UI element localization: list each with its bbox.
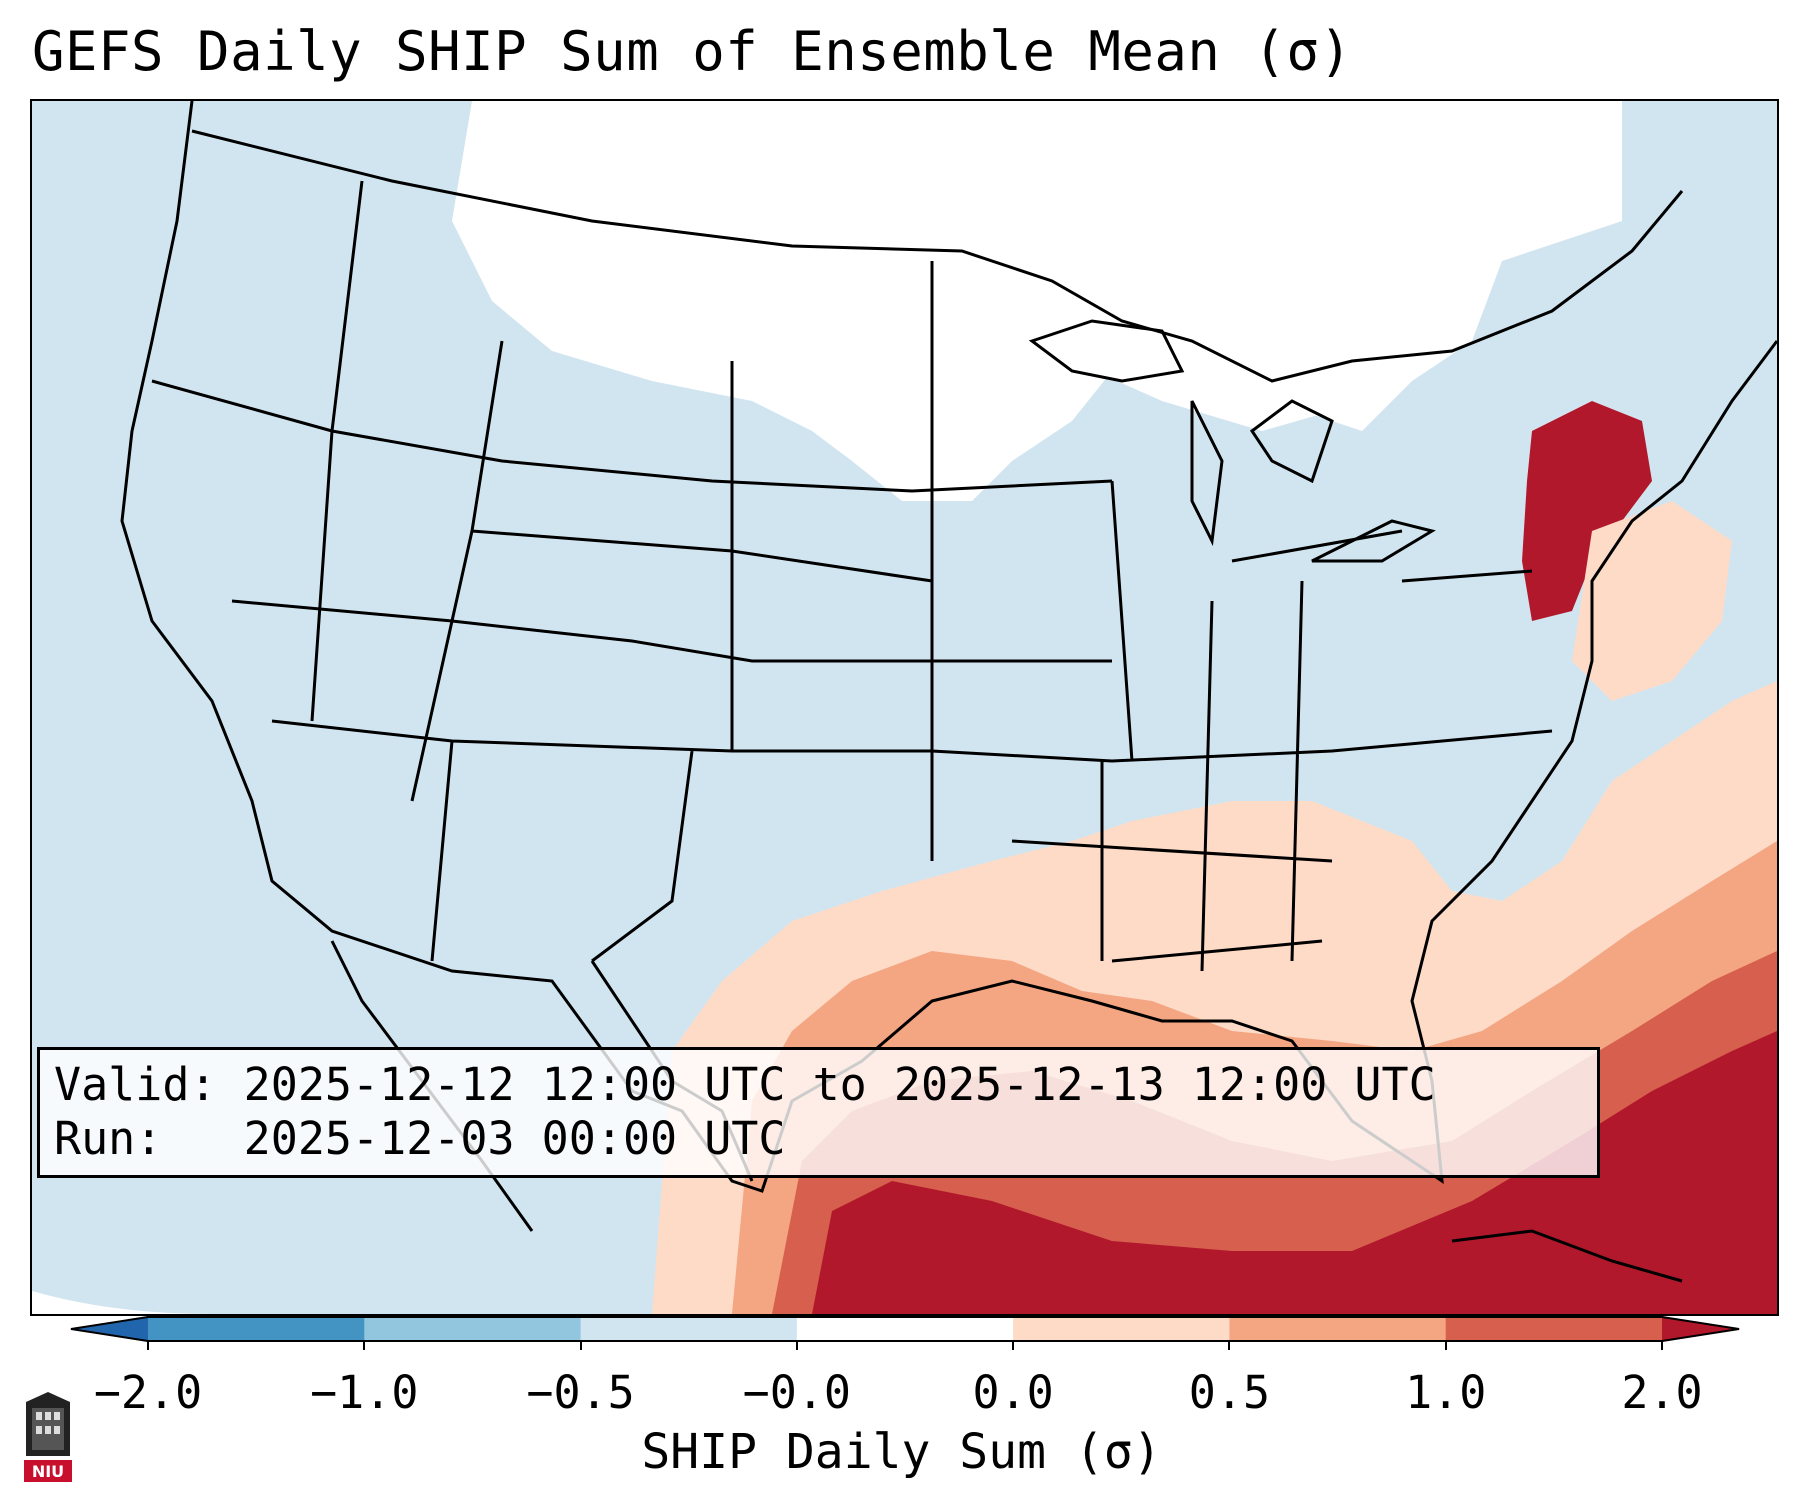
colorbar-tick-mark: [1012, 1340, 1015, 1350]
colorbar-tick-mark: [1228, 1340, 1231, 1350]
colorbar-extend-min: [70, 1316, 148, 1342]
colorbar-tick-mark: [579, 1340, 582, 1350]
colorbar-tick-mark: [795, 1340, 798, 1350]
field-very-high-positive: [812, 1031, 1777, 1314]
valid-time-text: Valid: 2025-12-12 12:00 UTC to 2025-12-1…: [54, 1058, 1436, 1111]
page-title: GEFS Daily SHIP Sum of Ensemble Mean (σ): [32, 20, 1353, 83]
colorbar-tick-label: −2.0: [93, 1366, 203, 1419]
colorbar-segment: [148, 1316, 365, 1342]
colorbar-ticks: −2.0 −1.0 −0.5 −0.0 0.0 0.5 1.0 2.0: [0, 1340, 1803, 1419]
colorbar-tick-label: 2.0: [1621, 1366, 1703, 1419]
map-canvas: [32, 101, 1777, 1314]
colorbar: [70, 1316, 1740, 1342]
field-northeast-light: [1572, 501, 1732, 701]
colorbar-segment: [580, 1316, 798, 1342]
colorbar-segment: [1229, 1316, 1447, 1342]
colorbar-tick-label: −0.0: [742, 1366, 852, 1419]
cuba-outline: [1451, 1229, 1683, 1283]
colorbar-tick-label: 1.0: [1405, 1366, 1487, 1419]
great-lakes: [1028, 319, 1436, 563]
field-near-zero-ontario: [1072, 331, 1332, 431]
colorbar-extend-max: [1662, 1316, 1740, 1342]
colorbar-tick-mark: [147, 1340, 149, 1350]
logo-text: NIU: [32, 1462, 64, 1481]
map-curved-edge: [32, 1291, 212, 1314]
colorbar-segment: [1013, 1316, 1230, 1342]
colorbar-tick-label: 0.5: [1188, 1366, 1271, 1419]
colorbar-segment: [1445, 1316, 1663, 1342]
state-borders: [151, 180, 1553, 972]
colorbar-segment: [364, 1316, 582, 1342]
field-near-zero-north: [452, 101, 1622, 501]
run-time-text: Run: 2025-12-03 00:00 UTC: [54, 1112, 786, 1165]
us-outline: [120, 101, 1777, 1193]
colorbar-tick-label: 0.0: [972, 1366, 1054, 1419]
colorbar-tick-label: −0.5: [526, 1366, 635, 1419]
university-logo-icon: NIU: [24, 1392, 72, 1482]
colorbar-tick-mark: [1444, 1340, 1447, 1350]
colorbar-tick-label: −1.0: [310, 1366, 419, 1419]
colorbar-tick-mark: [363, 1340, 366, 1350]
colorbar-tick-mark: [1661, 1340, 1663, 1350]
colorbar-label: SHIP Daily Sum (σ): [641, 1424, 1162, 1480]
colorbar-segment: [796, 1316, 1014, 1342]
valid-run-info-box: Valid: 2025-12-12 12:00 UTC to 2025-12-1…: [37, 1047, 1600, 1178]
field-northeast-positive: [1522, 401, 1652, 621]
